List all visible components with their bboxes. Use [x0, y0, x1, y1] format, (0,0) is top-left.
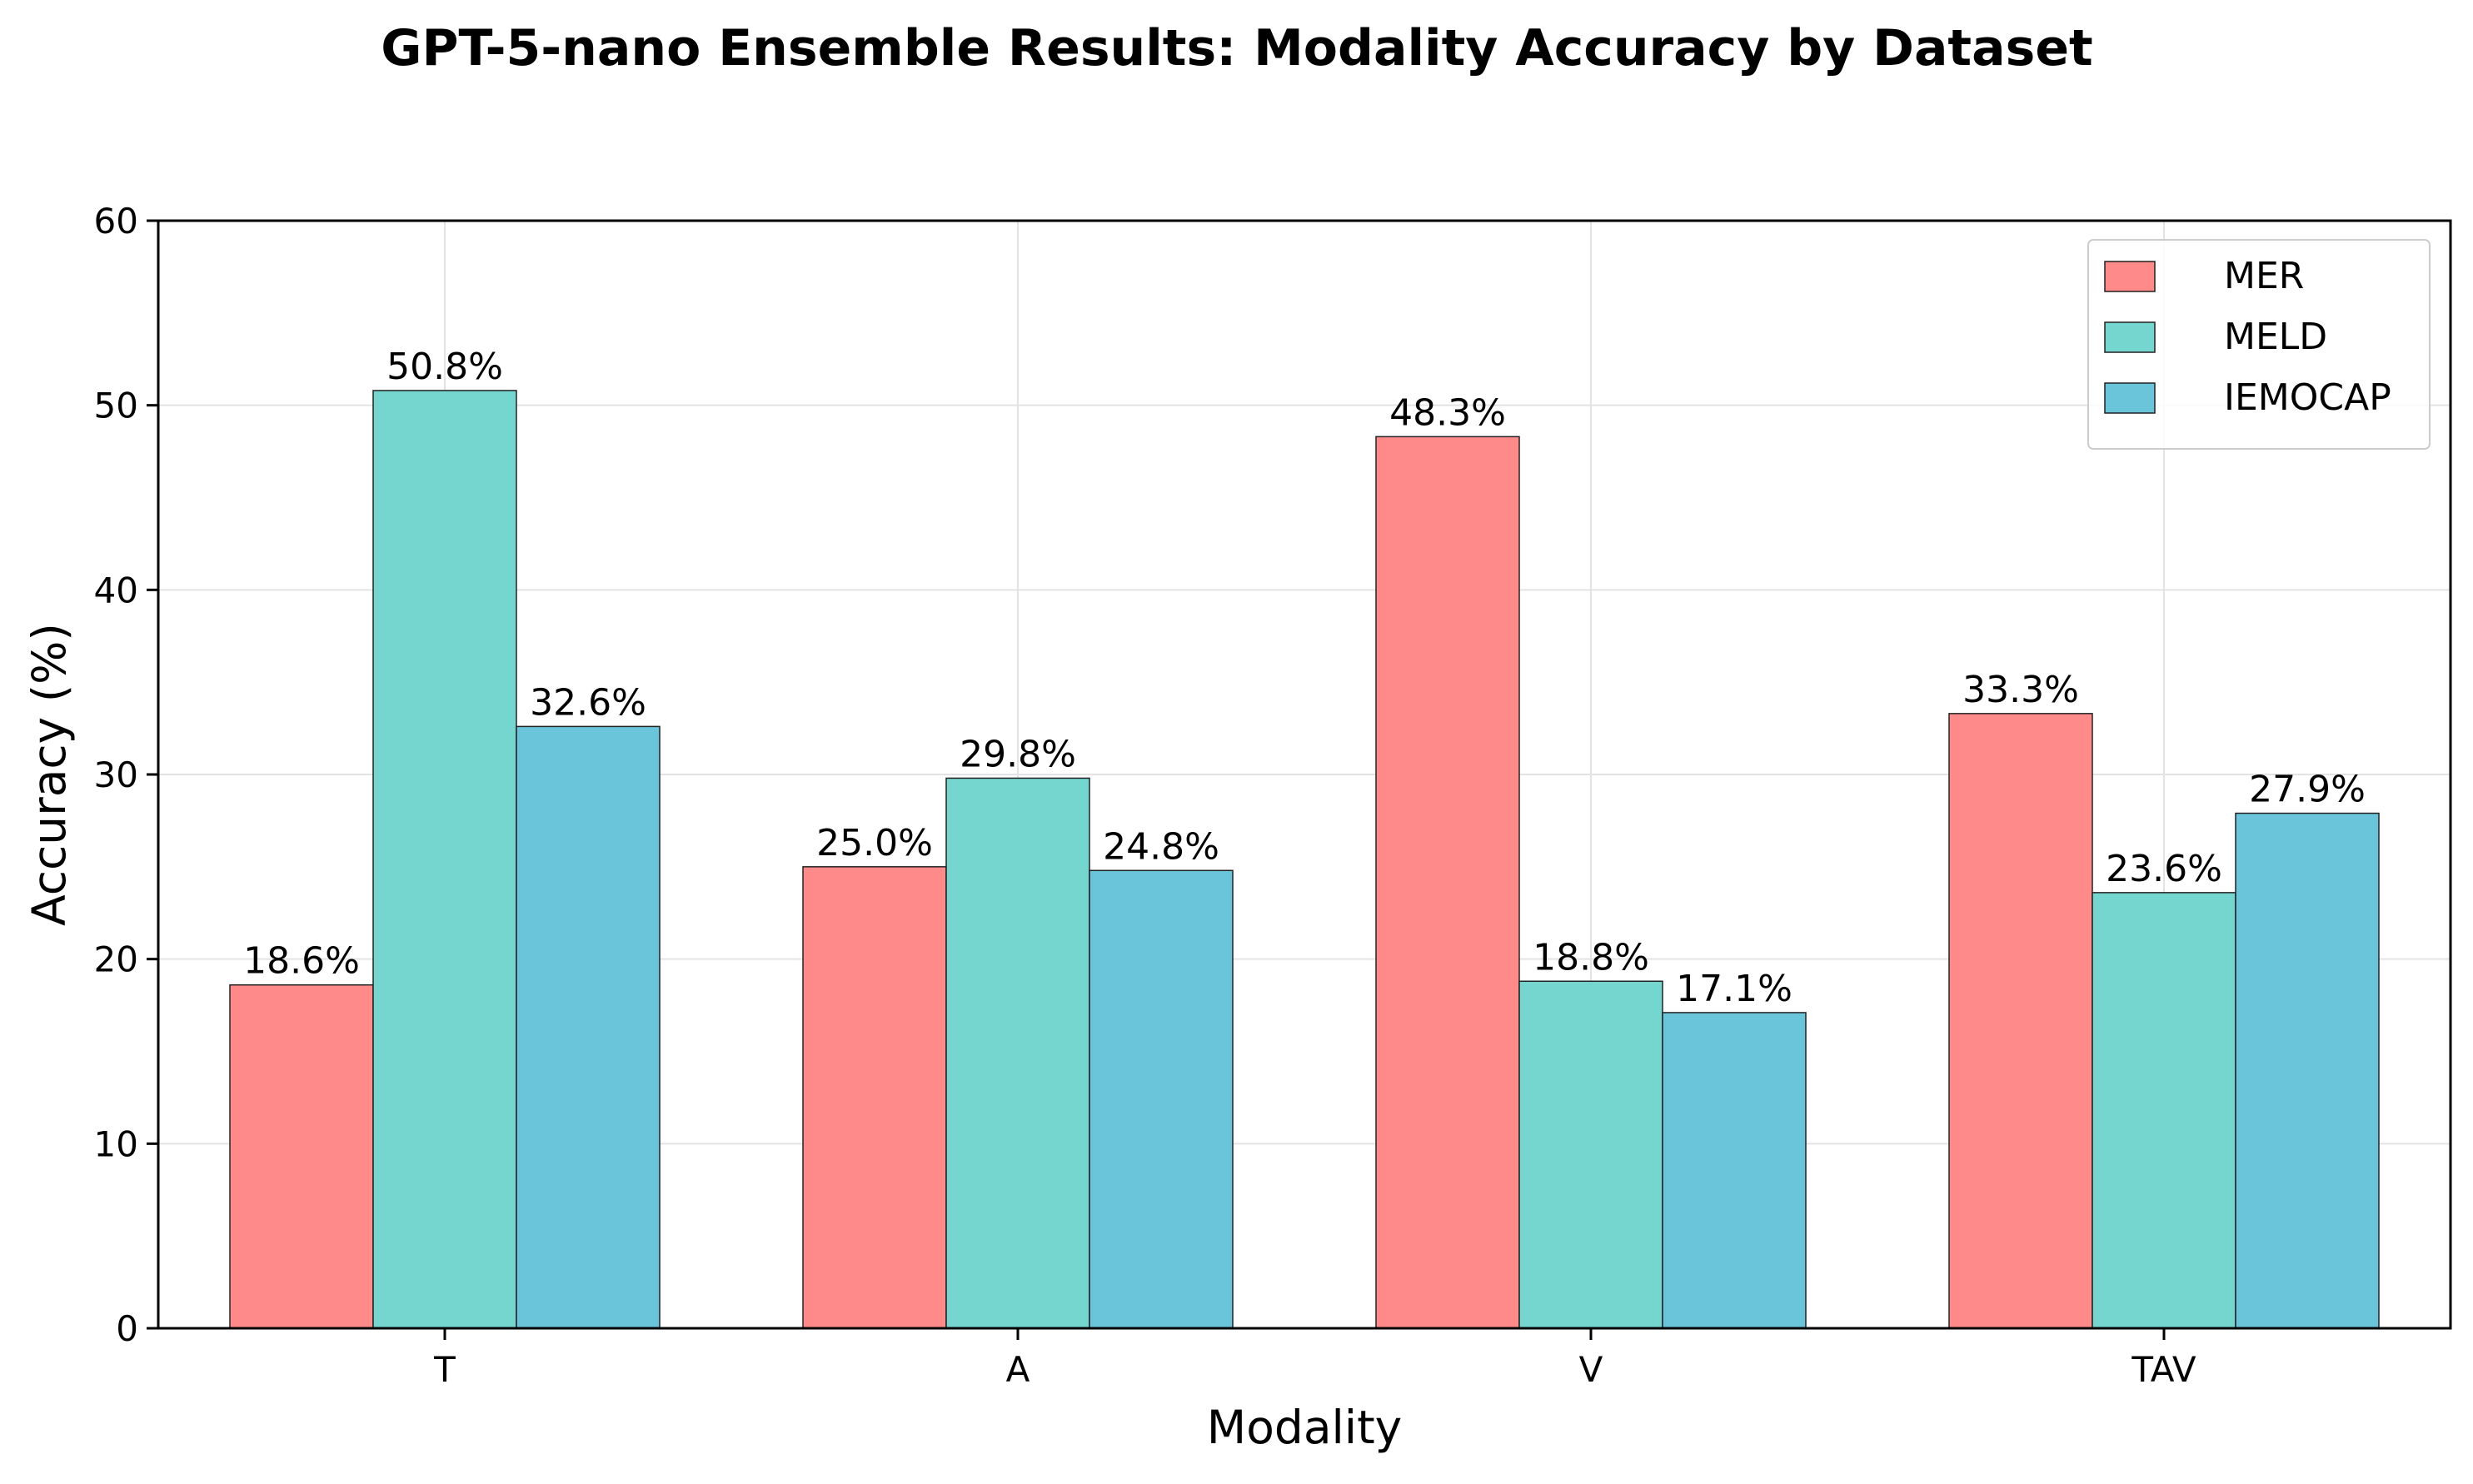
bar-value-label: 48.3% [1389, 391, 1506, 434]
bar-meld-v [1518, 980, 1663, 1329]
bar-mer-t [229, 984, 374, 1329]
y-tick-label: 10 [94, 1123, 138, 1164]
legend-swatch [2104, 321, 2156, 353]
bar-mer-a [802, 866, 947, 1329]
x-tick-label: TAV [2131, 1349, 2196, 1390]
y-axis: 0 10 20 30 40 50 60 [94, 201, 158, 1349]
bar-value-label: 50.8% [386, 346, 503, 388]
y-tick-label: 60 [94, 201, 138, 242]
bar-value-label: 23.6% [2106, 848, 2222, 890]
legend: MER MELD IEMOCAP [2087, 239, 2431, 450]
y-tick-label: 30 [94, 754, 138, 795]
legend-swatch [2104, 382, 2156, 414]
bar-value-label: 32.6% [530, 681, 646, 724]
y-tick-label: 20 [94, 939, 138, 980]
legend-label: MELD [2224, 316, 2327, 358]
bar-value-label: 18.8% [1533, 936, 1649, 979]
bar-mer-tav [1948, 713, 2093, 1329]
bar-value-label: 17.1% [1676, 968, 1792, 1010]
bar-iemocap-t [516, 725, 661, 1329]
bar-value-labels: 18.6% 25.0% 48.3% 33.3% 50.8% 29.8% 18.8% 23.6%… [243, 346, 2366, 1010]
bar-iemocap-a [1089, 869, 1234, 1329]
x-tick-label: V [1579, 1349, 1603, 1390]
legend-label: MER [2224, 255, 2304, 297]
bar-value-label: 33.3% [1962, 669, 2079, 711]
legend-label: IEMOCAP [2224, 376, 2391, 419]
x-tick-label: T [433, 1349, 456, 1390]
bar-iemocap-v [1662, 1012, 1807, 1329]
bar-meld-a [945, 777, 1090, 1329]
y-tick-label: 50 [94, 386, 138, 426]
legend-swatch [2104, 261, 2156, 292]
y-axis-title: Accuracy (%) [22, 623, 76, 926]
bar-value-label: 25.0% [816, 822, 933, 864]
bar-value-label: 18.6% [243, 940, 360, 983]
bar-mer-v [1375, 436, 1520, 1329]
bars [229, 390, 2380, 1329]
bar-value-label: 24.8% [1103, 825, 1219, 868]
y-tick-label: 0 [116, 1308, 138, 1349]
y-tick-label: 40 [94, 570, 138, 610]
legend-box [2087, 239, 2431, 450]
x-axis: T A V TAV [433, 1328, 2196, 1390]
x-tick-label: A [1006, 1349, 1030, 1390]
bar-iemocap-tav [2235, 812, 2380, 1329]
chart-title: GPT-5-nano Ensemble Results: Modality Ac… [381, 19, 2092, 77]
x-axis-title: Modality [1207, 1401, 1402, 1454]
bar-meld-tav [2092, 892, 2236, 1329]
bar-meld-t [372, 390, 517, 1329]
bar-value-label: 29.8% [960, 733, 1076, 775]
bar-value-label: 27.9% [2249, 769, 2366, 811]
